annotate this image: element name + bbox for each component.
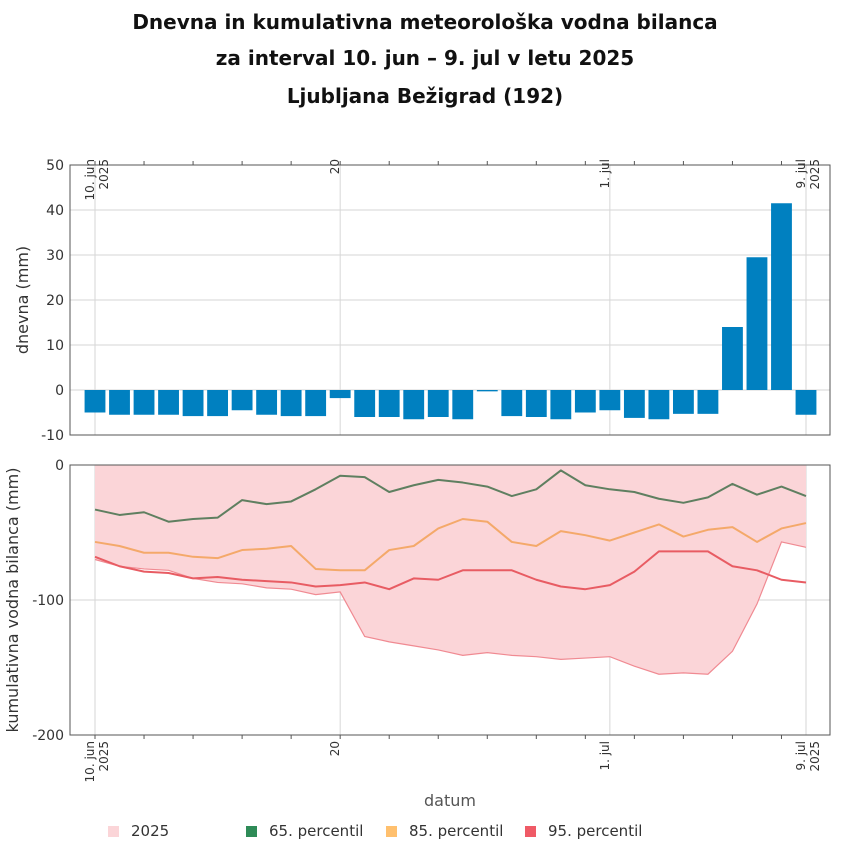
cumulative-y-tick-label: -200 xyxy=(32,728,64,744)
legend-item-p85[interactable]: 85. percentil xyxy=(386,822,503,840)
daily-bar xyxy=(722,327,743,390)
series-line-0 xyxy=(94,469,807,523)
daily-plot-frame xyxy=(69,164,831,436)
daily-bar xyxy=(550,390,572,420)
legend-label-2025: 2025 xyxy=(131,822,170,840)
legend-swatch-p95 xyxy=(525,825,536,837)
bottom-x-tick-label: 10. jun xyxy=(83,741,97,782)
legend-label-p95: 95. percentil xyxy=(548,822,643,840)
daily-bar xyxy=(158,390,179,415)
legend-label-p65: 65. percentil xyxy=(269,822,364,840)
top-x-tick-label: 1. jul xyxy=(598,159,612,189)
chart-title-line-3: Ljubljana Bežigrad (192) xyxy=(286,84,564,108)
bottom-x-tick-sublabel: 2025 xyxy=(97,741,111,772)
daily-bar xyxy=(84,390,106,413)
daily-bar xyxy=(329,390,351,399)
bottom-x-tick-label: 1. jul xyxy=(598,741,612,771)
top-x-tick-sublabel: 2025 xyxy=(97,159,111,190)
chart-title-line-2: za interval 10. jun – 9. jul v letu 2025 xyxy=(215,46,635,70)
daily-bar xyxy=(133,390,155,415)
daily-y-tick-label: -10 xyxy=(41,428,64,444)
daily-bar xyxy=(697,390,719,414)
daily-bar xyxy=(280,390,302,417)
daily-bar xyxy=(501,390,523,417)
legend-item-2025[interactable]: 2025 xyxy=(108,822,169,840)
daily-bar xyxy=(746,257,768,390)
legend-swatch-p85 xyxy=(386,825,397,837)
legend-swatch-2025 xyxy=(108,825,119,837)
area-2025-lower-line xyxy=(94,541,807,675)
daily-y-tick-label: 30 xyxy=(46,248,64,264)
daily-y-tick-label: 0 xyxy=(55,383,64,399)
top-x-tick-label: 9. jul xyxy=(794,159,808,189)
daily-bar xyxy=(672,390,694,414)
bottom-x-tick-label: 20 xyxy=(328,741,342,756)
daily-bar xyxy=(525,390,547,417)
cumulative-y-axis-title: kumulativna vodna bilanca (mm) xyxy=(3,468,22,733)
top-x-tick-sublabel: 2025 xyxy=(808,159,822,190)
legend-item-p95[interactable]: 95. percentil xyxy=(525,822,642,840)
daily-bar xyxy=(354,390,376,417)
series-line-1 xyxy=(94,518,807,572)
bottom-x-tick-label: 9. jul xyxy=(794,741,808,771)
daily-bar xyxy=(403,390,425,420)
chart-title-line-1: Dnevna in kumulativna meteorološka vodna… xyxy=(132,10,718,34)
daily-bar xyxy=(182,390,204,417)
cumulative-y-tick-label: 0 xyxy=(55,458,64,474)
daily-bar xyxy=(109,390,130,415)
bottom-x-tick-sublabel: 2025 xyxy=(808,741,822,772)
legend-swatch-p65 xyxy=(246,825,257,837)
daily-y-tick-label: 10 xyxy=(46,338,64,354)
daily-bar xyxy=(795,390,817,415)
daily-bar xyxy=(648,390,670,420)
daily-bar xyxy=(452,390,474,420)
daily-y-tick-label: 40 xyxy=(46,203,64,219)
daily-bar xyxy=(427,390,449,417)
daily-bar xyxy=(771,203,792,390)
x-axis-title: datum xyxy=(424,791,476,810)
daily-bar xyxy=(623,390,645,418)
daily-bar xyxy=(256,390,278,415)
cumulative-y-tick-label: -100 xyxy=(32,593,64,609)
daily-bar xyxy=(476,390,498,392)
cumulative-plot-frame xyxy=(69,464,831,736)
daily-bar xyxy=(599,390,621,411)
legend-label-p85: 85. percentil xyxy=(409,822,504,840)
top-x-tick-label: 10. jun xyxy=(83,159,97,200)
area-2025 xyxy=(95,465,806,675)
series-line-2 xyxy=(94,550,807,591)
daily-y-axis-title: dnevna (mm) xyxy=(13,246,32,354)
daily-bar xyxy=(305,390,327,417)
daily-bar xyxy=(231,390,253,411)
daily-y-tick-label: 50 xyxy=(46,158,64,174)
top-x-tick-label: 20 xyxy=(328,159,342,174)
daily-bar xyxy=(207,390,229,417)
daily-bar xyxy=(574,390,596,413)
daily-y-tick-label: 20 xyxy=(46,293,64,309)
legend-item-p65[interactable]: 65. percentil xyxy=(246,822,363,840)
daily-bar xyxy=(378,390,400,417)
